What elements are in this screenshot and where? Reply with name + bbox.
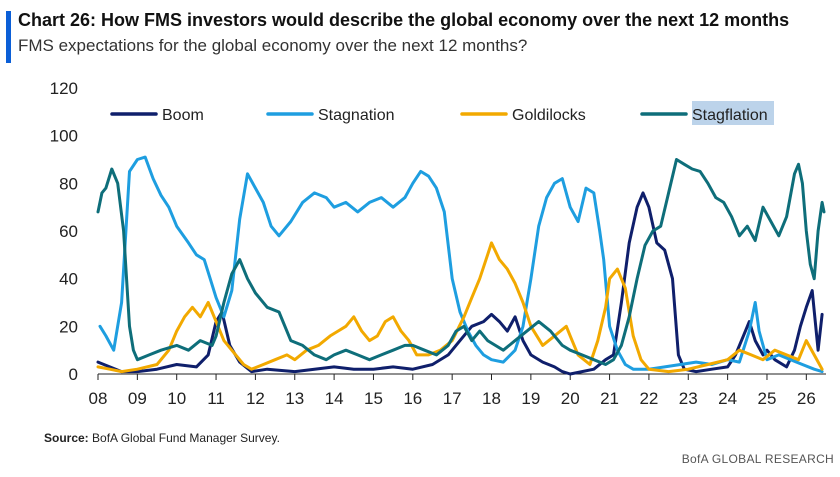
chart-title: Chart 26: How FMS investors would descri… xyxy=(18,10,790,30)
series-line-stagnation xyxy=(98,155,824,374)
x-tick-label: 20 xyxy=(561,389,580,408)
y-tick-label: 120 xyxy=(50,79,78,98)
x-tick-label: 12 xyxy=(246,389,265,408)
brand-footer: BofA GLOBAL RESEARCH xyxy=(681,452,834,466)
x-tick-label: 15 xyxy=(364,389,383,408)
x-axis-ticks: 08 09 10 11 12 13 14 15 16 17 18 19 20 21 22 23 24 25 26 xyxy=(89,374,816,408)
y-axis-ticks: 0 20 40 60 80 100 120 xyxy=(50,79,78,384)
y-tick-label: 80 xyxy=(59,174,78,193)
x-tick-label: 14 xyxy=(325,389,344,408)
chart-subtitle: FMS expectations for the global economy … xyxy=(18,36,528,55)
x-tick-label: 19 xyxy=(521,389,540,408)
legend-label-goldilocks: Goldilocks xyxy=(512,107,586,124)
source-text: BofA Global Fund Manager Survey. xyxy=(92,431,280,445)
legend-label-stagnation: Stagnation xyxy=(318,107,395,124)
x-tick-label: 16 xyxy=(403,389,422,408)
x-tick-label: 26 xyxy=(797,389,816,408)
x-tick-label: 17 xyxy=(443,389,462,408)
series-lines xyxy=(96,155,826,376)
y-tick-label: 40 xyxy=(59,270,78,289)
series-line-stagflation xyxy=(96,158,826,366)
x-tick-label: 11 xyxy=(207,389,225,408)
title-accent-bar xyxy=(6,11,11,63)
x-tick-label: 23 xyxy=(679,389,698,408)
series-line-boom xyxy=(96,191,824,376)
source-label: Source: xyxy=(44,431,89,445)
x-tick-label: 21 xyxy=(600,389,619,408)
legend-label-stagflation: Stagflation xyxy=(692,107,768,124)
x-tick-label: 25 xyxy=(758,389,777,408)
y-tick-label: 20 xyxy=(59,317,78,336)
legend: Boom Stagnation Goldilocks Stagflation xyxy=(110,101,774,125)
source-note: Source: BofA Global Fund Manager Survey. xyxy=(44,431,280,445)
x-tick-label: 10 xyxy=(167,389,186,408)
x-tick-label: 13 xyxy=(285,389,304,408)
y-tick-label: 100 xyxy=(50,127,78,146)
legend-highlight xyxy=(692,101,774,125)
x-tick-label: 22 xyxy=(639,389,658,408)
x-tick-label: 09 xyxy=(128,389,147,408)
x-tick-label: 18 xyxy=(482,389,501,408)
line-chart: 0 20 40 60 80 100 120 08 09 10 11 12 13 14 15 16 17 18 19… xyxy=(50,79,826,408)
legend-label-boom: Boom xyxy=(162,107,204,124)
y-tick-label: 60 xyxy=(59,222,78,241)
x-tick-label: 08 xyxy=(89,389,108,408)
x-tick-label: 24 xyxy=(718,389,737,408)
y-tick-label: 0 xyxy=(69,365,78,384)
